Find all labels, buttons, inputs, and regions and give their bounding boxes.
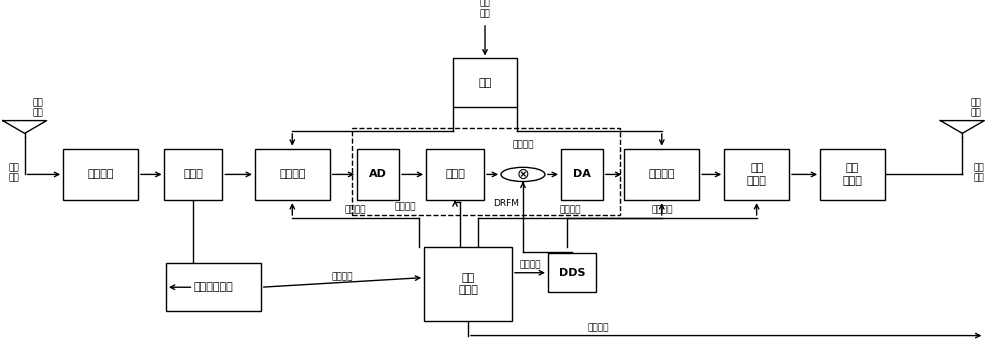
Bar [548, 253, 596, 292]
Text: 单比特接收机: 单比特接收机 [194, 282, 233, 292]
Bar [561, 149, 603, 200]
Text: 数控
衰减器: 数控 衰减器 [747, 163, 767, 185]
Bar [624, 149, 699, 200]
Bar [424, 247, 512, 321]
Text: DDS: DDS [559, 268, 585, 278]
Text: 功率控制: 功率控制 [651, 205, 673, 214]
Text: 功率
放大器: 功率 放大器 [843, 163, 862, 185]
Text: 变频控制: 变频控制 [587, 323, 609, 332]
Text: 数字混频: 数字混频 [512, 141, 534, 150]
Circle shape [501, 167, 545, 182]
Text: 发射控制: 发射控制 [559, 205, 581, 214]
Text: 干扰
控制器: 干扰 控制器 [458, 273, 478, 295]
Text: DRFM: DRFM [493, 199, 519, 208]
Text: 耦合器: 耦合器 [183, 170, 203, 179]
Text: 接收
天线: 接收 天线 [33, 98, 43, 118]
Bar [820, 149, 885, 200]
Text: 移频控制: 移频控制 [519, 261, 541, 269]
Bar [166, 263, 261, 312]
Text: 发射
天线: 发射 天线 [970, 98, 981, 118]
Text: DA: DA [573, 170, 591, 179]
Text: 发射通道: 发射通道 [649, 170, 675, 179]
Text: 干扰
输出: 干扰 输出 [974, 163, 985, 183]
Text: AD: AD [369, 170, 387, 179]
Text: 变频
控制: 变频 控制 [480, 0, 490, 18]
Text: 接收前端: 接收前端 [87, 170, 114, 179]
Text: 接收控制: 接收控制 [345, 205, 366, 214]
Text: 存储器: 存储器 [445, 170, 465, 179]
Bar [352, 128, 620, 215]
Text: 雷达参数: 雷达参数 [332, 273, 353, 281]
Text: 本振: 本振 [478, 78, 492, 87]
Bar [63, 149, 138, 200]
Bar [357, 149, 399, 200]
Text: 接收通道: 接收通道 [279, 170, 306, 179]
Bar [164, 149, 222, 200]
Text: 时域调制: 时域调制 [394, 203, 416, 212]
Text: ⊗: ⊗ [517, 167, 529, 182]
Text: 信号
输入: 信号 输入 [8, 163, 19, 183]
Bar [453, 58, 517, 107]
Bar [255, 149, 330, 200]
Bar [426, 149, 484, 200]
Bar [724, 149, 789, 200]
